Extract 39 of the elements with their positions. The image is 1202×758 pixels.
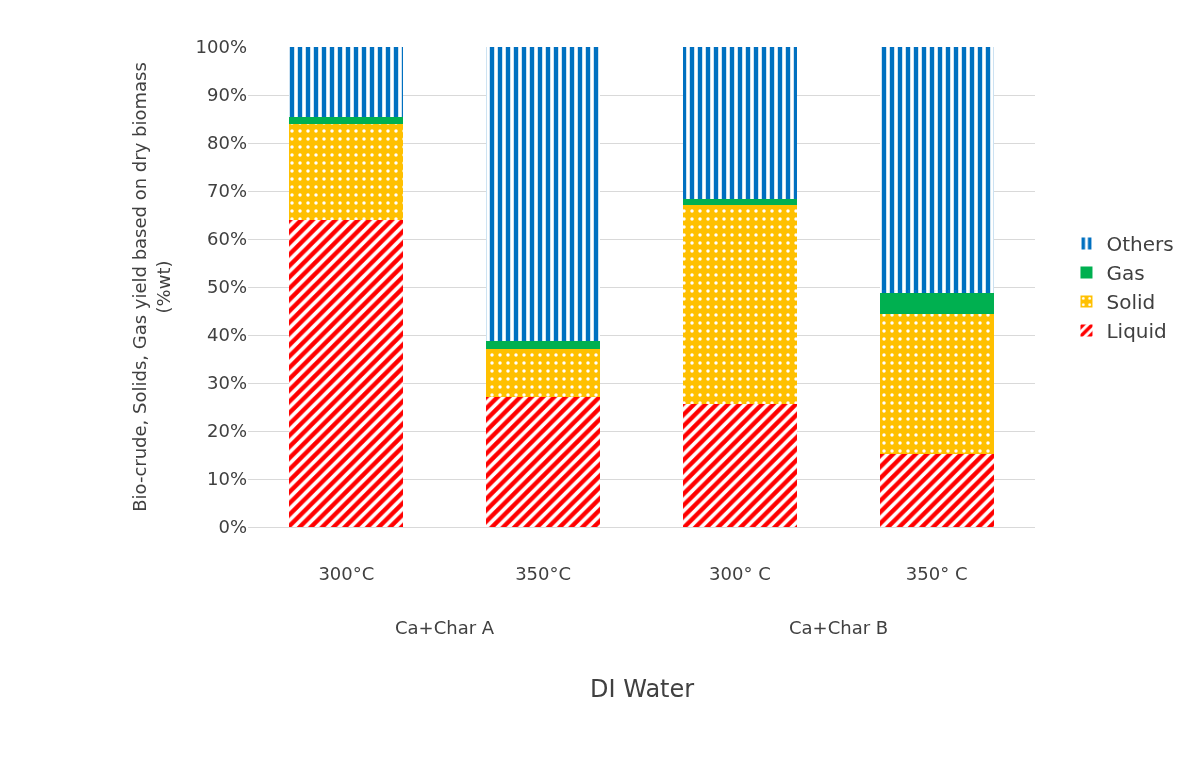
y-tick-label: 70% [206,180,247,202]
y-tick-label: 40% [206,324,247,346]
bar [486,397,601,527]
y-axis-title: Bio-crude, Solids, Gas yield based on dry biomass (%wt) [129,62,174,512]
y-tick-label: 100% [195,36,247,58]
text: Ca+Char A [395,617,495,638]
y-tick-label: 10% [206,468,247,490]
bar [682,199,797,206]
y-tick-label: 50% [206,276,247,298]
bar [289,47,404,117]
x-tick-label: 350° C [905,562,968,584]
y-tick-label: 30% [206,372,247,394]
bar [879,47,994,293]
y-tick-label: 20% [206,420,247,442]
bar [682,205,797,405]
bar [289,219,404,527]
y-tick-label: 0% [218,516,247,538]
legend-label: Gas [1106,261,1145,286]
text: Others [1106,232,1174,257]
x-tick-label: 300°C [318,562,375,584]
bar [879,314,994,454]
x-tick-label: 300° C [709,562,771,584]
text: Ca+Char B [789,617,889,638]
bar [682,404,797,527]
bar [289,123,404,220]
bar [879,292,994,315]
x-axis-title: DI Water [590,675,695,703]
x-tick-label: 350°C [515,562,572,584]
bar [486,349,601,398]
bar [289,116,404,124]
bar [682,47,797,200]
y-tick-label: 80% [206,132,247,154]
text: Liquid [1106,319,1167,344]
text: Solid [1106,290,1156,315]
bar [486,47,601,341]
bar [486,340,601,350]
y-tick-label: 60% [206,228,247,250]
bar [879,453,994,527]
y-tick-label: 90% [206,84,247,106]
